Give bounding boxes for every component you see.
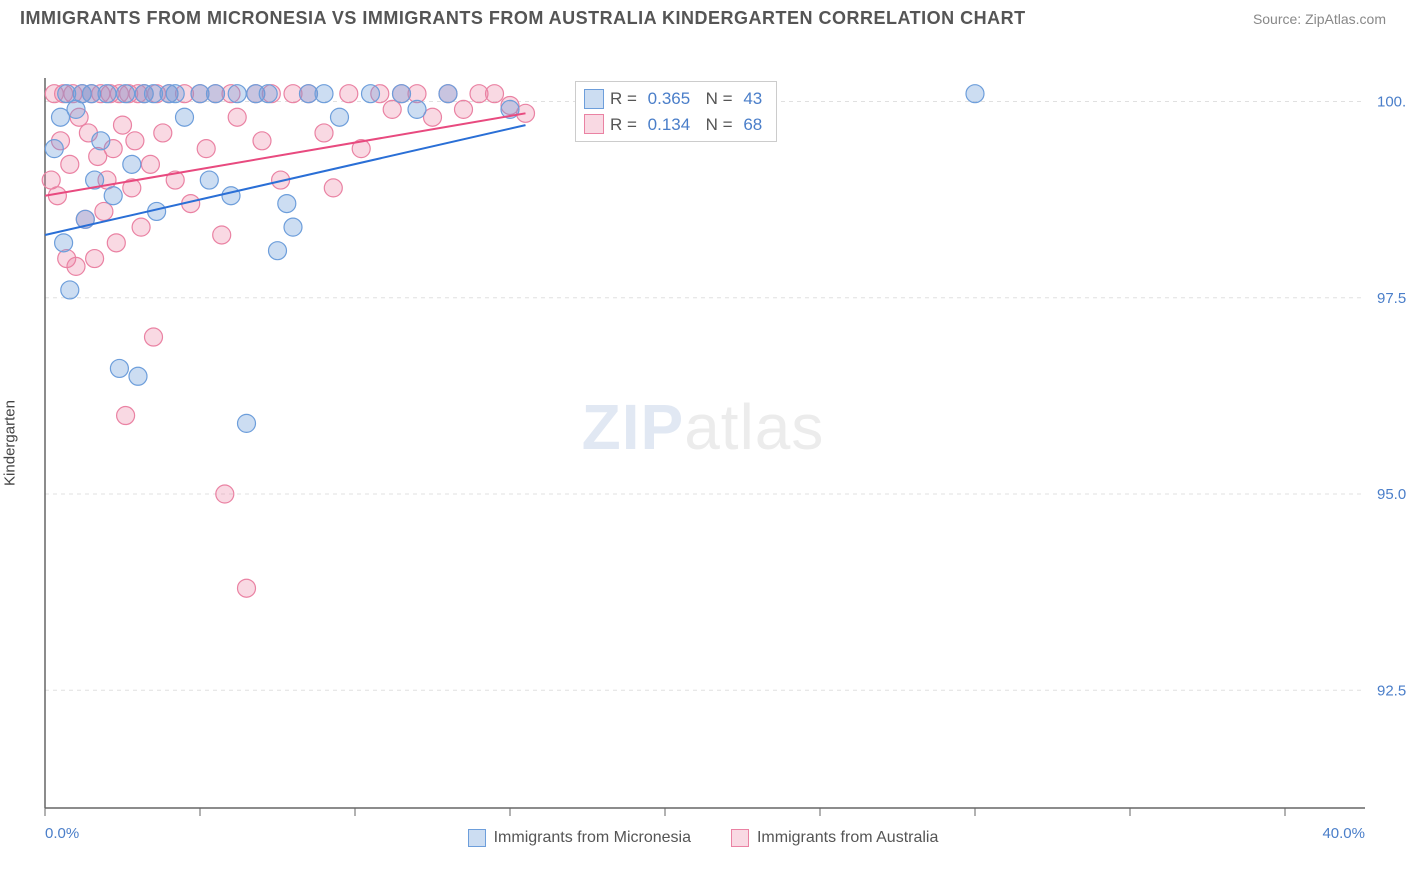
svg-text:100.0%: 100.0% — [1377, 94, 1406, 111]
y-axis-label: Kindergarten — [2, 400, 19, 486]
legend-r-label: R = — [610, 112, 642, 138]
svg-text:97.5%: 97.5% — [1377, 290, 1406, 307]
bottom-legend-australia: Immigrants from Australia — [731, 829, 938, 847]
svg-text:95.0%: 95.0% — [1377, 486, 1406, 503]
legend-swatch-micronesia — [584, 89, 604, 109]
bottom-label-australia: Immigrants from Australia — [757, 829, 938, 847]
legend-n-label: N = — [696, 112, 737, 138]
legend-r-value-micronesia: 0.365 — [648, 86, 691, 112]
legend-n-value-micronesia: 43 — [743, 86, 762, 112]
svg-text:92.5%: 92.5% — [1377, 682, 1406, 699]
correlation-legend: R = 0.365 N = 43 R = 0.134 N = 68 — [575, 81, 777, 142]
bottom-label-micronesia: Immigrants from Micronesia — [494, 829, 691, 847]
legend-swatch-australia — [584, 114, 604, 134]
legend-row-micronesia: R = 0.365 N = 43 — [584, 86, 762, 112]
bottom-legend: Immigrants from Micronesia Immigrants fr… — [0, 829, 1406, 853]
bottom-legend-micronesia: Immigrants from Micronesia — [468, 829, 691, 847]
scatter-plot: 92.5%95.0%97.5%100.0%0.0%40.0% — [0, 33, 1406, 853]
chart-source: Source: ZipAtlas.com — [1253, 11, 1386, 27]
bottom-swatch-australia — [731, 829, 749, 847]
legend-n-label: N = — [696, 86, 737, 112]
legend-row-australia: R = 0.134 N = 68 — [584, 112, 762, 138]
chart-area: Kindergarten 92.5%95.0%97.5%100.0%0.0%40… — [0, 33, 1406, 853]
legend-r-label: R = — [610, 86, 642, 112]
chart-header: IMMIGRANTS FROM MICRONESIA VS IMMIGRANTS… — [0, 0, 1406, 33]
chart-title: IMMIGRANTS FROM MICRONESIA VS IMMIGRANTS… — [20, 8, 1026, 29]
legend-n-value-australia: 68 — [743, 112, 762, 138]
bottom-swatch-micronesia — [468, 829, 486, 847]
legend-r-value-australia: 0.134 — [648, 112, 691, 138]
